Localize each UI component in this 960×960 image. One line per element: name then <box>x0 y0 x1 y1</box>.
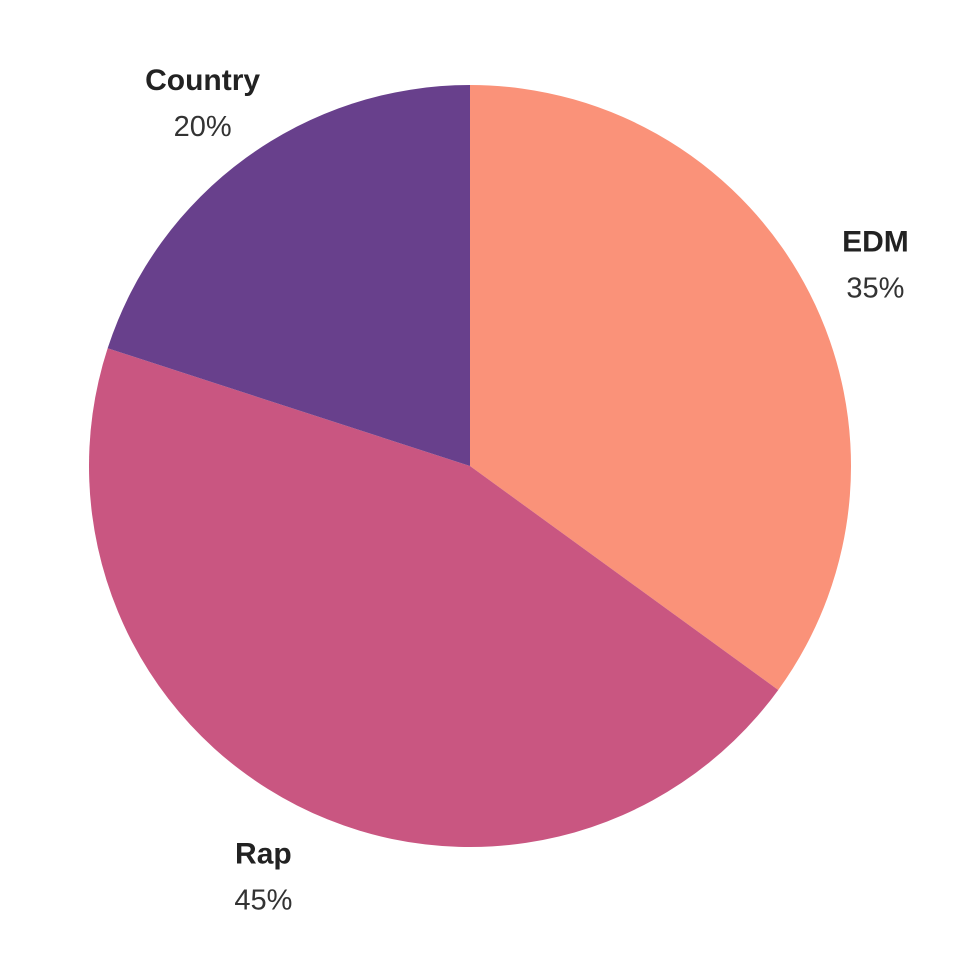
slice-value-label-country: 20% <box>174 111 232 143</box>
pie-slice-edm <box>470 85 852 690</box>
slice-value-label-edm: 35% <box>846 272 904 304</box>
slice-value-label-rap: 45% <box>234 884 292 916</box>
pie-labels: EDM 35% Rap 45% Country 20% <box>145 64 909 917</box>
slice-label-rap: Rap <box>235 837 292 870</box>
pie-slices <box>88 85 852 848</box>
slice-label-country: Country <box>145 64 260 97</box>
pie-slice-rap <box>88 348 779 848</box>
slice-label-edm: EDM <box>842 225 909 258</box>
pie-slice-country <box>107 85 471 466</box>
